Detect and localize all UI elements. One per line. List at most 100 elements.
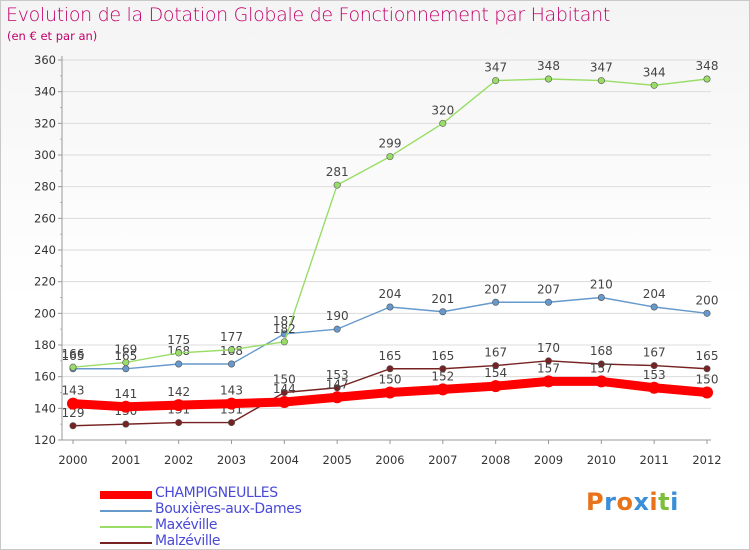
- data-point: [122, 358, 130, 366]
- brand-letter: P: [586, 488, 605, 516]
- data-point: [280, 388, 288, 396]
- data-point: [386, 303, 394, 311]
- y-tick-label: 180: [34, 338, 56, 352]
- x-tick-label: 2007: [428, 453, 457, 467]
- data-point: [650, 362, 658, 370]
- data-point: [544, 357, 552, 365]
- series-line-max-ville: [72, 78, 708, 368]
- data-label: 190: [326, 309, 349, 323]
- data-point: [650, 303, 658, 311]
- data-label: 165: [379, 349, 402, 363]
- legend-swatch: [100, 510, 152, 512]
- x-tick-label: 2012: [692, 453, 721, 467]
- data-point: [436, 383, 449, 396]
- data-label: 166: [62, 347, 85, 361]
- data-label: 165: [114, 349, 137, 363]
- data-point: [175, 349, 183, 357]
- legend-label: CHAMPIGNEULLES: [155, 485, 278, 501]
- data-point: [122, 420, 130, 428]
- data-point: [650, 81, 658, 89]
- data-point: [228, 360, 236, 368]
- data-label: 165: [62, 349, 85, 363]
- data-point: [69, 422, 77, 430]
- data-point: [439, 119, 447, 127]
- data-label: 281: [326, 165, 349, 179]
- y-tick-label: 280: [34, 180, 56, 194]
- data-label: 348: [696, 59, 719, 73]
- data-label: 320: [431, 103, 454, 117]
- legend-swatch: [100, 526, 152, 528]
- brand-letter: i: [649, 488, 659, 516]
- y-tick-label: 200: [34, 306, 56, 320]
- x-tick-label: 2006: [375, 453, 404, 467]
- data-point: [595, 375, 608, 388]
- data-point: [597, 293, 605, 301]
- data-label: 150: [273, 373, 296, 387]
- data-point: [703, 365, 711, 373]
- data-label: 143: [220, 384, 243, 398]
- data-label: 141: [114, 387, 137, 401]
- data-label: 168: [590, 344, 613, 358]
- y-tick-label: 340: [34, 85, 56, 99]
- data-label: 144: [273, 382, 296, 396]
- y-tick-label: 240: [34, 243, 56, 257]
- data-label: 207: [484, 282, 507, 296]
- data-point: [439, 365, 447, 373]
- x-tick-label: 2010: [587, 453, 616, 467]
- data-point: [228, 419, 236, 427]
- y-tick-label: 220: [34, 275, 56, 289]
- data-label: 147: [326, 377, 349, 391]
- data-label: 143: [62, 384, 85, 398]
- data-label: 150: [379, 373, 402, 387]
- data-point: [439, 308, 447, 316]
- data-point: [333, 325, 341, 333]
- data-point: [384, 386, 396, 399]
- data-label: 167: [484, 346, 507, 360]
- data-point: [492, 77, 500, 85]
- data-point: [175, 360, 183, 368]
- data-label: 167: [643, 346, 666, 360]
- y-tick-label: 320: [34, 116, 56, 130]
- x-tick-label: 2009: [534, 453, 563, 467]
- data-point: [597, 360, 605, 368]
- y-tick-label: 140: [34, 401, 56, 415]
- data-label: 142: [167, 385, 190, 399]
- data-point: [175, 419, 183, 427]
- data-label: 348: [537, 59, 560, 73]
- data-point: [278, 396, 291, 408]
- x-tick-label: 2003: [217, 453, 246, 467]
- data-point: [544, 75, 552, 83]
- data-point: [703, 75, 711, 83]
- data-point: [544, 298, 552, 306]
- data-label: 207: [537, 282, 560, 296]
- y-tick-label: 260: [34, 211, 56, 225]
- data-point: [701, 386, 713, 399]
- data-label: 182: [273, 322, 296, 336]
- data-label: 157: [590, 361, 613, 375]
- data-label: 152: [431, 369, 454, 383]
- data-point: [67, 397, 79, 410]
- data-label: 165: [431, 349, 454, 363]
- data-label: 344: [643, 65, 666, 79]
- data-point: [280, 338, 288, 346]
- data-label: 165: [696, 349, 719, 363]
- x-tick-label: 2011: [640, 453, 669, 467]
- brand-letter: i: [670, 488, 679, 516]
- data-point: [228, 346, 236, 354]
- data-point: [386, 365, 394, 373]
- data-label: 347: [590, 61, 613, 75]
- data-label: 169: [114, 342, 137, 356]
- data-label: 201: [431, 292, 454, 306]
- brand-logo: Proxiti: [586, 488, 679, 516]
- data-label: 150: [696, 373, 719, 387]
- data-point: [172, 399, 185, 412]
- chart-title: Evolution de la Dotation Globale de Fonc…: [6, 4, 611, 26]
- y-tick-label: 160: [34, 370, 56, 384]
- data-point: [492, 298, 500, 306]
- data-label: 175: [167, 333, 190, 347]
- y-tick-label: 120: [34, 433, 56, 447]
- data-point: [333, 384, 341, 392]
- brand-letter: r: [604, 488, 617, 516]
- data-point: [122, 365, 130, 373]
- x-tick-label: 2008: [481, 453, 510, 467]
